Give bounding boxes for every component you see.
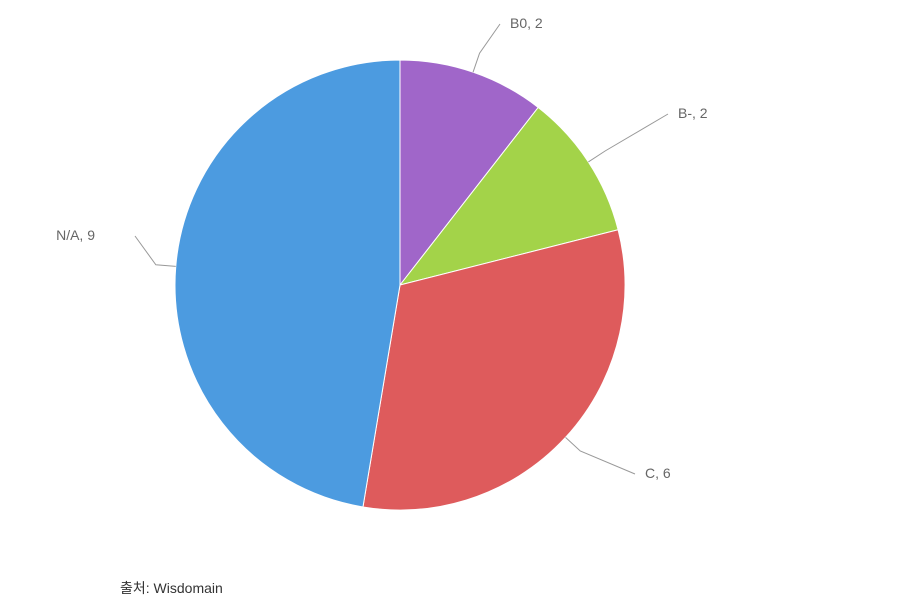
pie-chart-svg: B0, 2 B-, 2 C, 6 N/A, 9 [0,0,897,616]
pie-chart-container: B0, 2 B-, 2 C, 6 N/A, 9 [0,0,897,616]
leader-line [588,114,668,162]
source-prefix: 출처: [120,580,154,596]
leader-line [135,236,176,266]
source-citation: 출처: Wisdomain [120,578,223,598]
leader-line [566,437,635,474]
pie-slice [175,60,400,507]
slice-label: B0, 2 [510,15,543,31]
leader-line [473,24,500,72]
slice-label: N/A, 9 [56,227,95,243]
source-text: Wisdomain [154,580,223,596]
slice-label: C, 6 [645,465,671,481]
slice-label: B-, 2 [678,105,708,121]
